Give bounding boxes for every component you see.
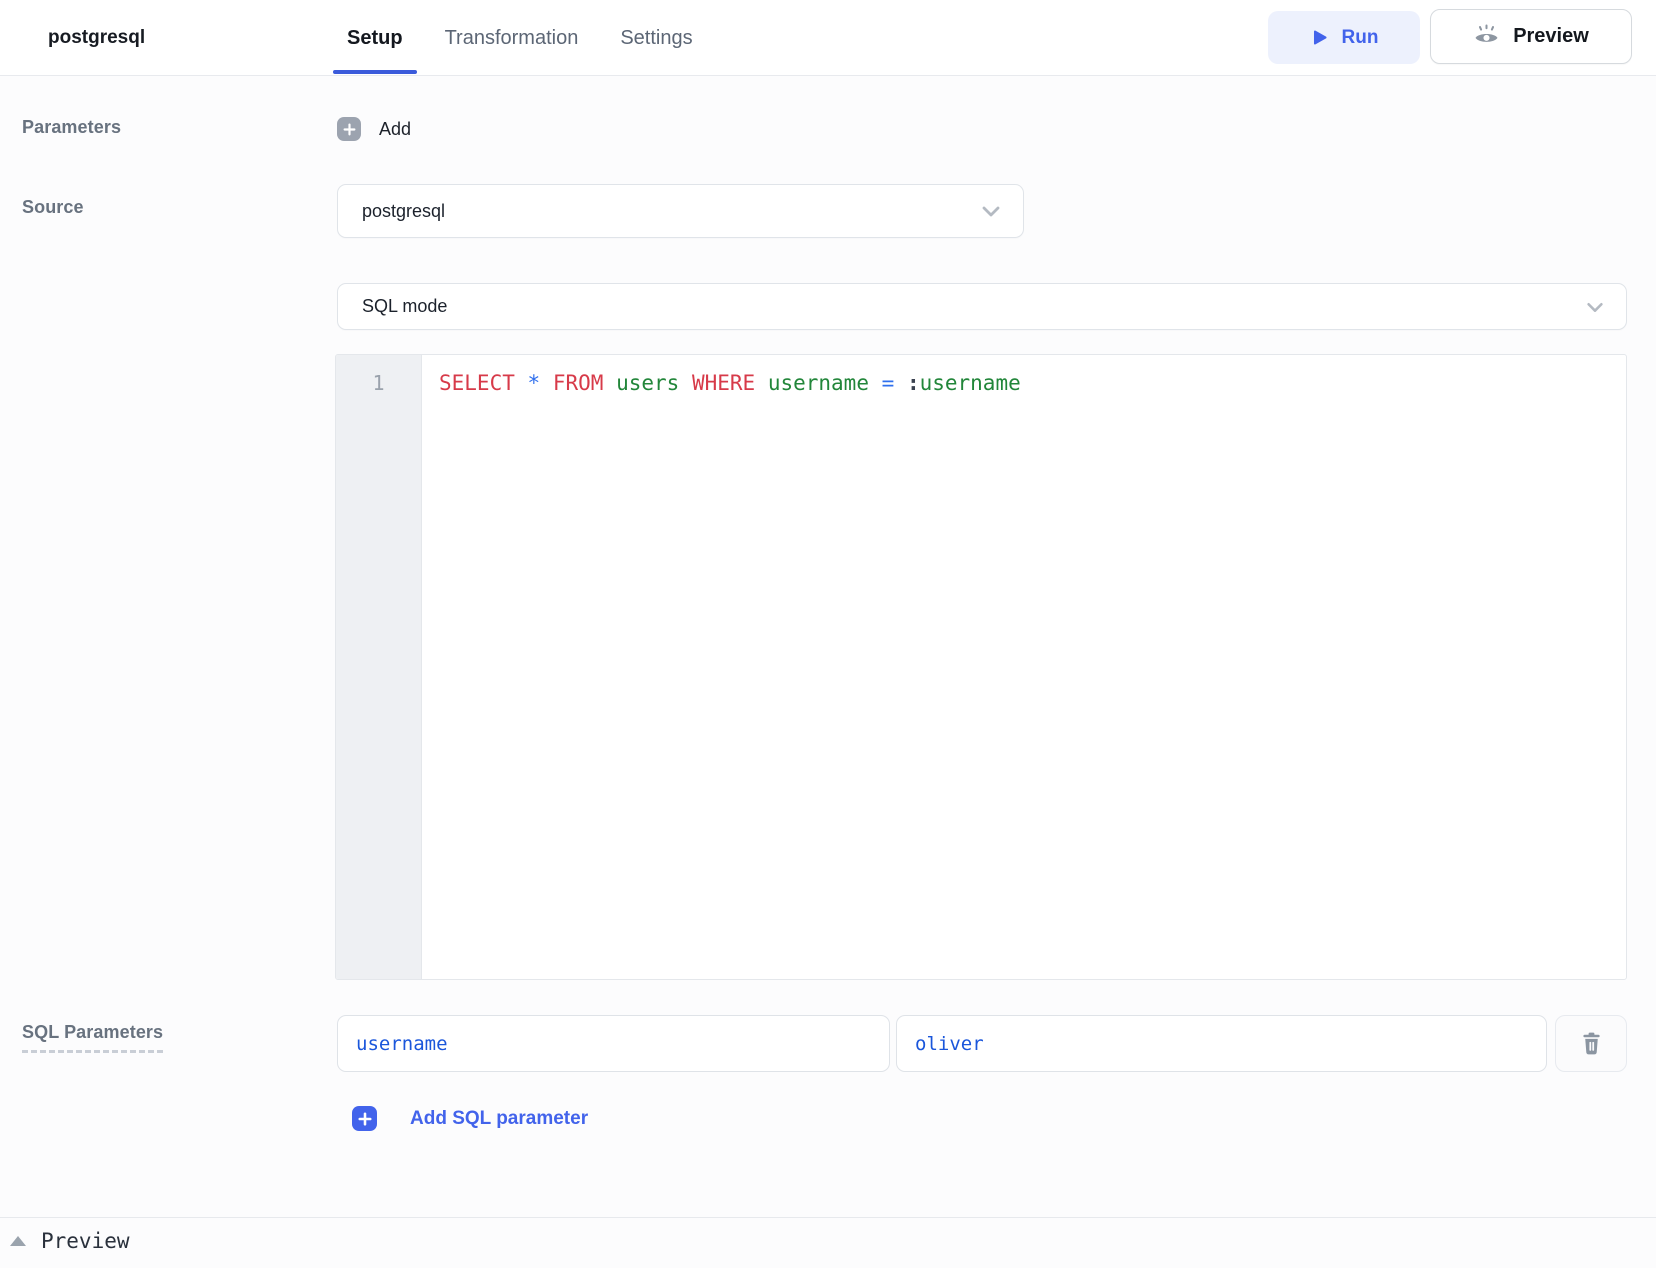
run-button-label: Run bbox=[1341, 26, 1379, 48]
delete-parameter-button[interactable] bbox=[1555, 1015, 1627, 1072]
sql-parameter-value-input[interactable] bbox=[896, 1015, 1547, 1072]
plus-icon bbox=[337, 117, 361, 141]
sql-token bbox=[540, 371, 553, 395]
tab-setup-label: Setup bbox=[347, 26, 403, 49]
tab-bar: Setup Transformation Settings bbox=[333, 0, 693, 76]
sql-token: FROM bbox=[552, 371, 604, 395]
sql-token: SELECT bbox=[439, 371, 515, 395]
preview-button-label: Preview bbox=[1513, 25, 1589, 47]
sql-token bbox=[679, 371, 692, 395]
add-sql-parameter-label: Add SQL parameter bbox=[410, 1107, 589, 1129]
editor-gutter: 1 bbox=[336, 355, 422, 979]
sql-token bbox=[755, 371, 768, 395]
editor-code-line[interactable]: SELECT * FROM users WHERE username = :us… bbox=[422, 355, 1626, 979]
sql-token bbox=[603, 371, 616, 395]
chevron-down-icon bbox=[1587, 302, 1603, 312]
tab-transformation[interactable]: Transformation bbox=[445, 0, 579, 76]
trash-icon bbox=[1582, 1032, 1600, 1055]
parameters-label: Parameters bbox=[22, 117, 122, 137]
preview-panel-label: Preview bbox=[41, 1229, 130, 1253]
query-title: postgresql bbox=[48, 27, 146, 48]
source-label: Source bbox=[22, 197, 84, 217]
tab-settings-label: Settings bbox=[620, 26, 693, 49]
preview-button[interactable]: Preview bbox=[1430, 9, 1632, 64]
run-button[interactable]: Run bbox=[1268, 11, 1420, 64]
tab-settings[interactable]: Settings bbox=[620, 0, 692, 76]
line-number: 1 bbox=[372, 371, 385, 395]
mode-select[interactable]: SQL mode bbox=[337, 283, 1627, 330]
sql-token: username bbox=[767, 371, 869, 395]
sql-token: username bbox=[919, 371, 1021, 395]
sql-token: * bbox=[527, 371, 541, 395]
source-select-value: postgresql bbox=[362, 200, 446, 221]
sql-code-editor[interactable]: 1 SELECT * FROM users WHERE username = :… bbox=[335, 354, 1627, 980]
play-icon bbox=[1313, 30, 1327, 45]
plus-icon bbox=[352, 1106, 377, 1131]
topbar: postgresql Setup Transformation Settings… bbox=[0, 0, 1656, 76]
add-parameter-button[interactable]: Add bbox=[337, 117, 411, 141]
sql-token bbox=[869, 371, 882, 395]
tab-transformation-label: Transformation bbox=[444, 26, 579, 49]
source-select[interactable]: postgresql bbox=[337, 184, 1024, 238]
sql-token: WHERE bbox=[691, 371, 756, 395]
preview-panel-toggle[interactable]: Preview bbox=[10, 1229, 130, 1253]
sql-token: users bbox=[616, 371, 680, 395]
eye-icon bbox=[1475, 24, 1498, 42]
sql-token bbox=[515, 371, 528, 395]
sql-parameter-name-input[interactable] bbox=[337, 1015, 890, 1072]
chevron-down-icon bbox=[982, 206, 1000, 217]
sql-parameters-label: SQL Parameters bbox=[22, 1022, 164, 1053]
sql-token: = bbox=[881, 371, 895, 395]
active-tab-underline bbox=[333, 70, 417, 74]
mode-select-value: SQL mode bbox=[362, 296, 448, 316]
triangle-up-icon bbox=[10, 1236, 26, 1246]
tab-setup[interactable]: Setup bbox=[333, 0, 417, 76]
add-parameter-label: Add bbox=[379, 118, 412, 139]
preview-panel-divider bbox=[0, 1217, 1656, 1218]
add-sql-parameter-button[interactable]: Add SQL parameter bbox=[352, 1106, 588, 1131]
sql-token: : bbox=[906, 371, 920, 395]
sql-token bbox=[894, 371, 907, 395]
